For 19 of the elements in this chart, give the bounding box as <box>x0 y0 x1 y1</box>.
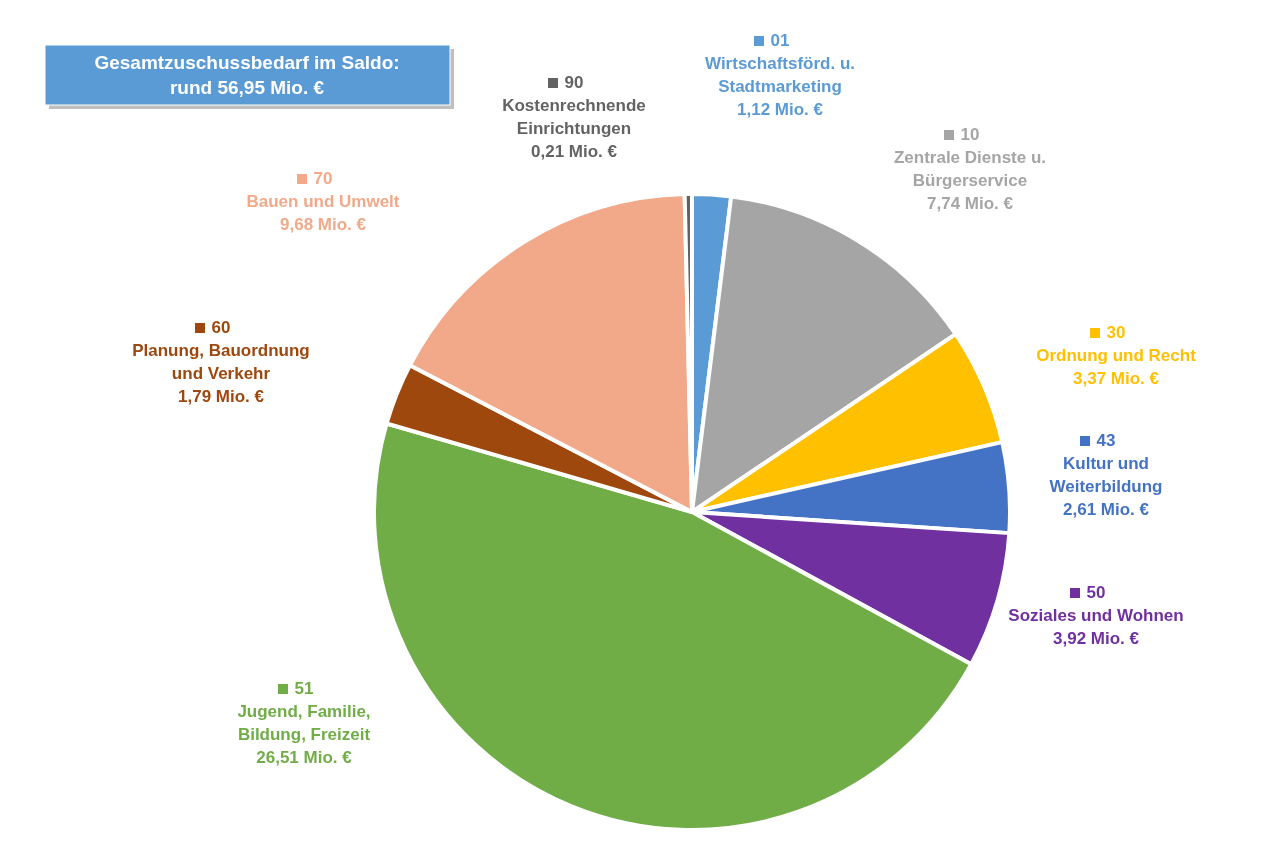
data-label: 3,37 Mio. € <box>1073 369 1160 388</box>
data-label: 26,51 Mio. € <box>256 748 353 767</box>
data-label: 1,79 Mio. € <box>178 387 265 406</box>
data-label: 3,92 Mio. € <box>1053 629 1140 648</box>
legend-label: 50 Soziales und Wohnen <box>1008 583 1184 625</box>
legend-label: 60 Planung, Bauordnung und Verkehr <box>132 318 310 383</box>
legend-label: 43 Kultur und Weiterbildung <box>1049 431 1163 496</box>
data-label: 1,12 Mio. € <box>737 100 824 119</box>
legend-label: 90 Kostenrechnende Einrichtungen <box>502 73 646 138</box>
legend-label: 30 Ordnung und Recht <box>1036 323 1197 365</box>
text: Gesamtzuschussbedarf im Saldo: rund 56,95 Mio. € <box>94 52 400 98</box>
data-label: 9,68 Mio. € <box>280 215 367 234</box>
legend-label: 10 Zentrale Dienste u. Bürgerservice <box>893 125 1047 190</box>
legend-label: 01 Wirtschaftsförd. u. Stadtmarketing <box>704 31 856 96</box>
data-label: 0,21 Mio. € <box>531 142 618 161</box>
legend-label: 51 Jugend, Familie, Bildung, Freizeit <box>237 679 371 744</box>
data-label: 7,74 Mio. € <box>927 194 1014 213</box>
data-label: 2,61 Mio. € <box>1063 500 1150 519</box>
legend-label: 70 Bauen und Umwelt <box>246 169 400 211</box>
